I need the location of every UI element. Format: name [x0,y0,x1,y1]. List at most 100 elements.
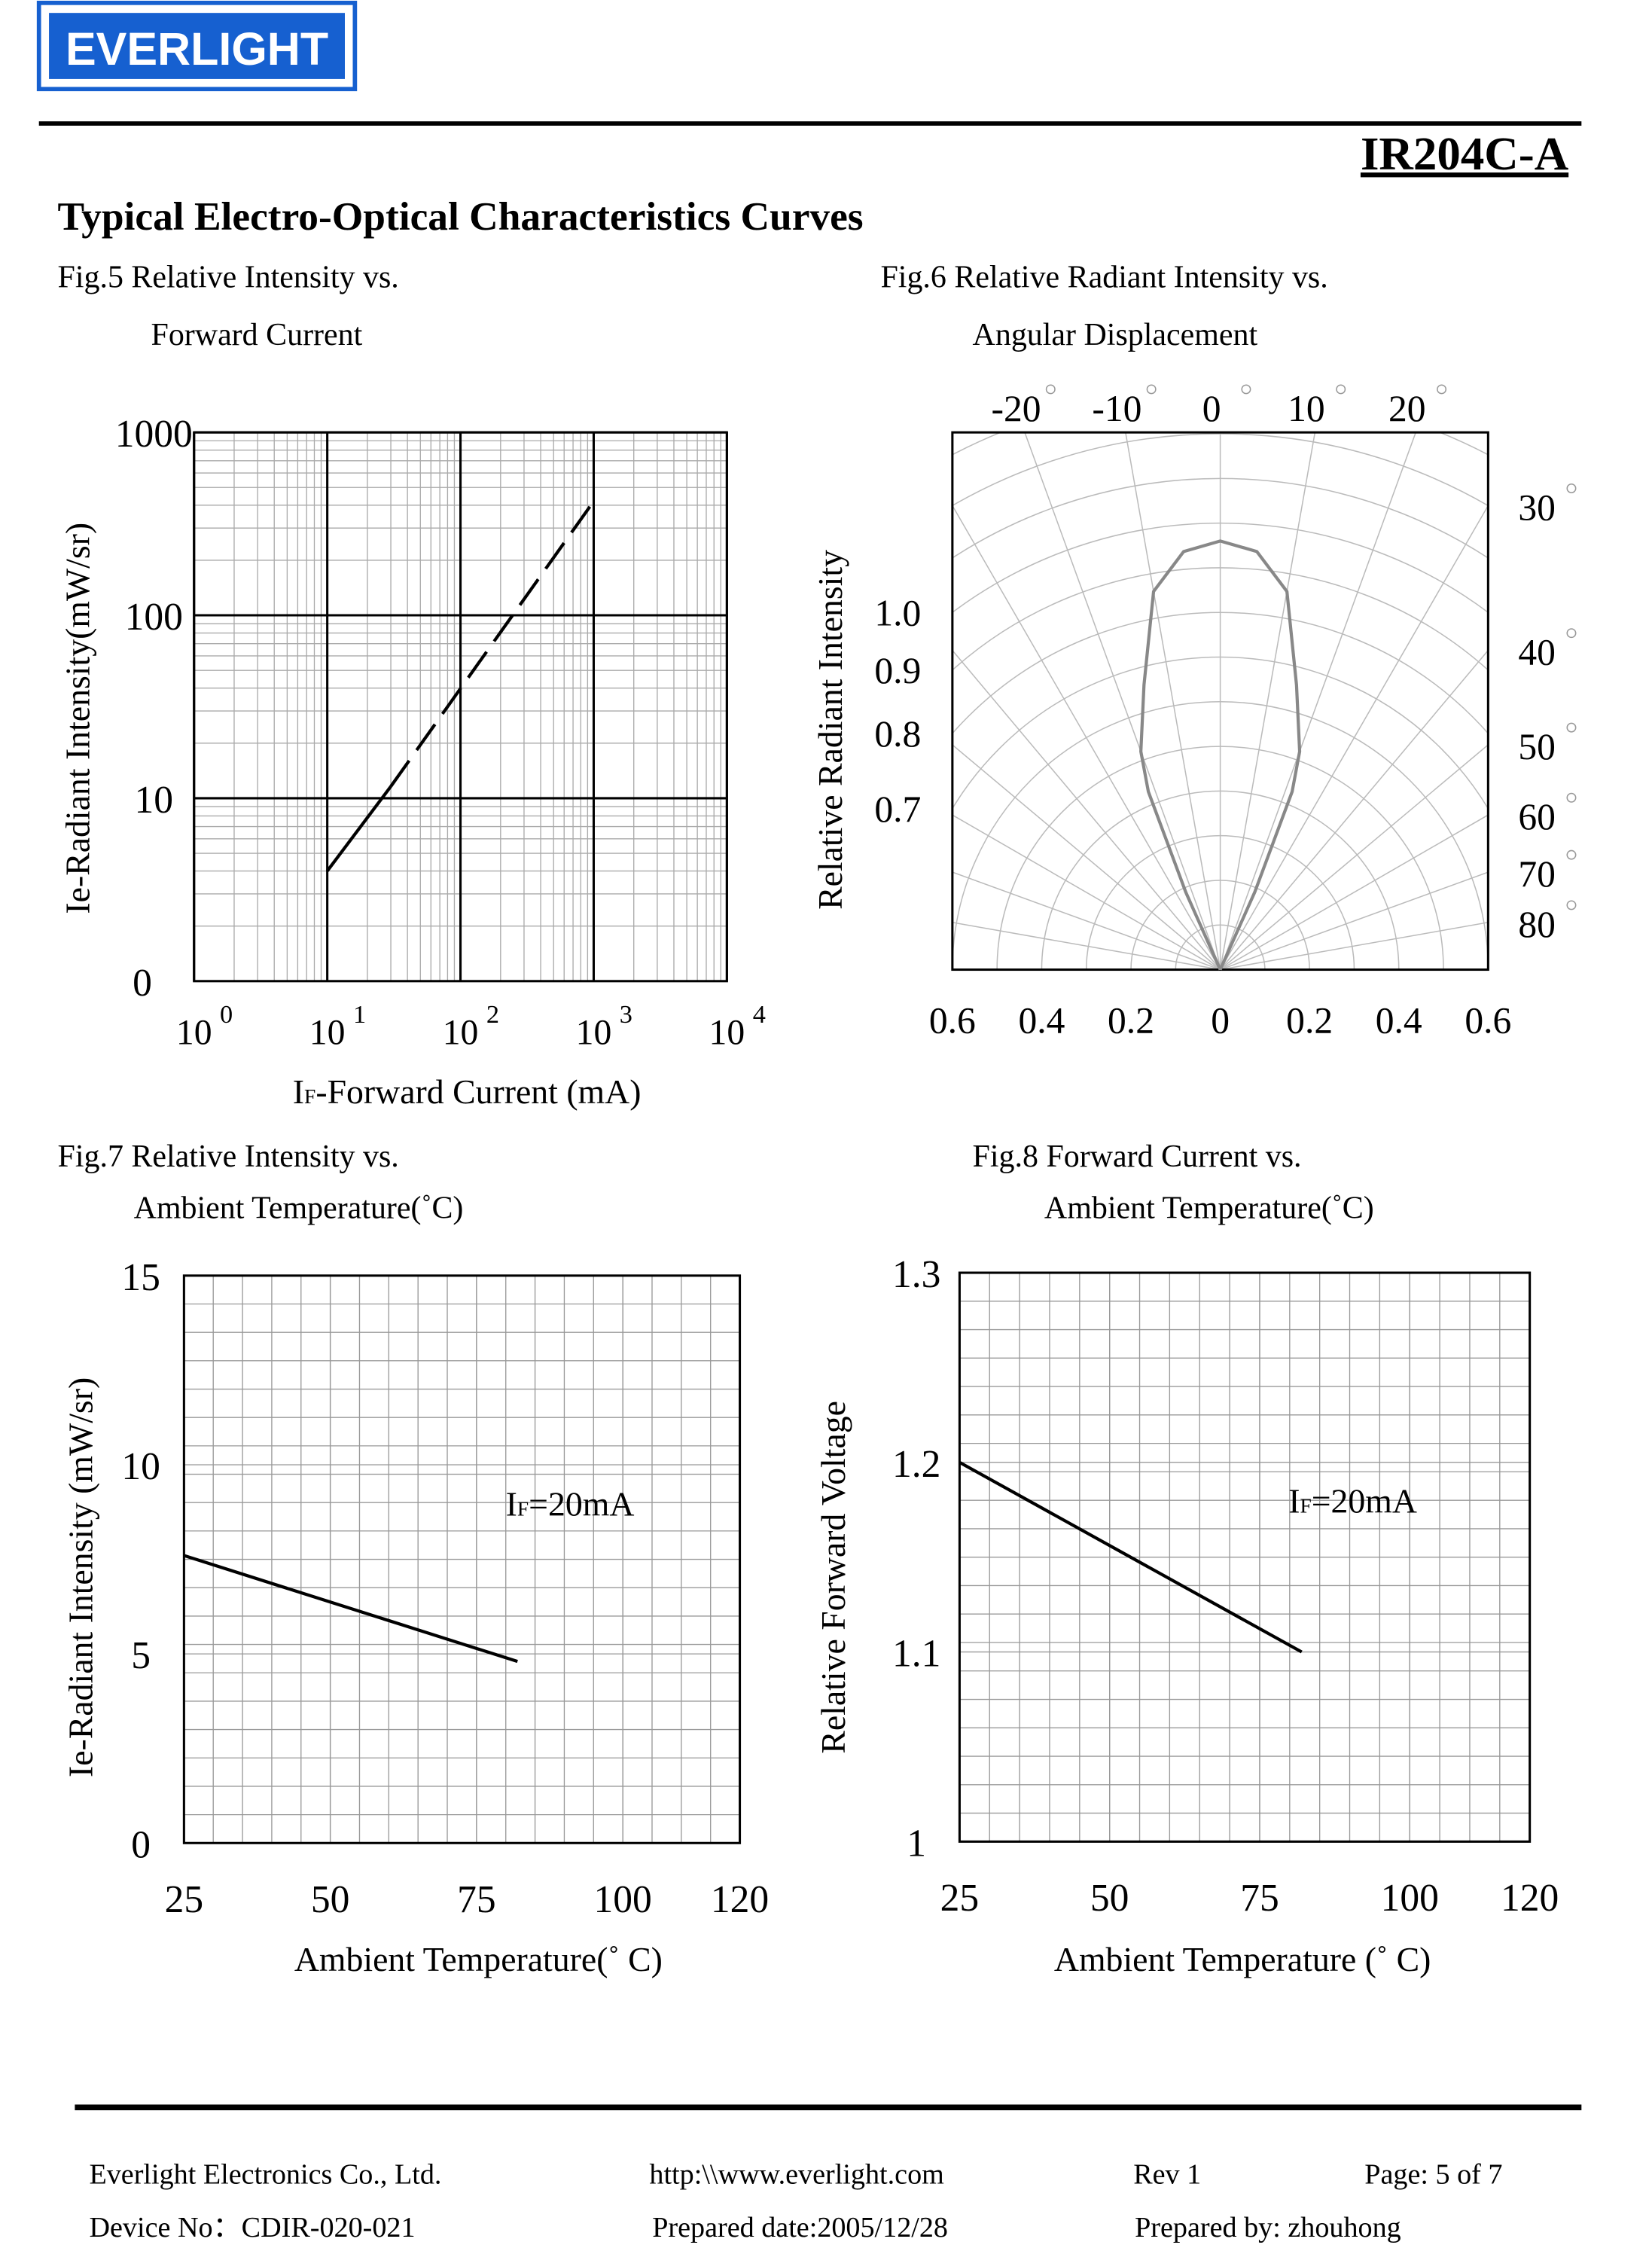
x-tick-label: 10 [709,1014,745,1053]
polar-ray [1220,871,1489,970]
angle-tick-label: -20 [991,388,1041,429]
figure-title: Fig.6 Relative Radiant Intensity vs. [880,260,1327,294]
polar-ray [1220,814,1489,970]
annotation: IF=20mA [1288,1482,1417,1520]
y-axis-title: Ie-Radiant Intensity(mW/sr) [58,523,96,914]
x-tick-label: 0.6 [929,999,976,1041]
radiation-pattern [1139,539,1302,971]
degree-symbol [1437,384,1447,395]
y-tick-label: 10 [121,1445,160,1488]
polar-grid [952,432,1489,970]
degree-symbol [1241,384,1251,395]
figure-subtitle: Ambient Temperature(˚C) [1044,1191,1374,1226]
polar-ray [952,649,1221,970]
angle-tick-label: 60 [1518,796,1556,837]
x-tick-label: 75 [457,1878,496,1921]
logo-text: EVERLIGHT [66,23,328,75]
annotation-sub: F [517,1497,529,1520]
y-tick-label: 1.1 [892,1633,940,1676]
r-tick-label: 1.0 [874,592,921,633]
figure-title: Fig.7 Relative Intensity vs. [58,1139,399,1174]
angle-tick-label: 70 [1518,853,1556,895]
x-axis-title: Ambient Temperature(˚ C) [294,1940,663,1978]
polar-ray [1220,922,1489,970]
annotation-tail: =20mA [529,1484,634,1523]
x-tick-label: 10 [576,1014,612,1053]
figure-subtitle: Angular Displacement [973,318,1258,352]
x-tick-label: 50 [1090,1877,1129,1920]
y-origin-label: 0 [133,962,152,1005]
x-tick-label: 0.4 [1018,999,1065,1041]
degree-symbol [1566,722,1577,733]
series-line [325,785,392,872]
polar-ray [952,922,1221,970]
y-axis-title: Ie-Radiant Intensity (mW/sr) [61,1377,99,1777]
angle-tick-label: 40 [1518,632,1556,673]
x-axis-title-main: Ambient Temperature(˚ C) [294,1940,663,1978]
x-axis-title-main: Ambient Temperature (˚ C) [1054,1940,1431,1978]
annotation-tail: =20mA [1312,1482,1417,1520]
degree-symbol [1146,384,1157,395]
figure-title: Fig.5 Relative Intensity vs. [58,260,399,294]
x-axis-title-main: I [293,1072,304,1111]
footer: Everlight Electronics Co., Ltd. http:\\w… [89,2158,1502,2243]
r-tick-label: 0.9 [874,650,921,691]
y-tick-label: 15 [121,1256,160,1299]
annotation-sub: F [1300,1495,1311,1517]
x-tick-label: 25 [165,1878,204,1921]
figure-title: Fig.8 Forward Current vs. [973,1139,1302,1174]
polar-ray [1220,744,1489,970]
x-tick-label: 50 [311,1878,350,1921]
degree-symbol [1566,792,1577,803]
x-tick-label: 10 [176,1014,212,1053]
series-line [389,500,596,788]
polar-ray [952,504,1221,970]
x-tick-power: 3 [620,1000,632,1029]
x-tick-label: 75 [1240,1877,1279,1920]
y-tick-label: 1 [907,1822,926,1865]
degree-symbol [1566,900,1577,910]
x-tick-power: 1 [353,1000,366,1029]
x-tick-label: 0.2 [1108,999,1154,1041]
footer-rev: Rev 1 [1133,2158,1201,2190]
footer-prepared: Prepared by: zhouhong [1135,2212,1401,2243]
polar-ray [1219,432,1316,970]
polar-ray [952,744,1221,970]
x-tick-label: 0.2 [1286,999,1333,1041]
x-tick-label: 120 [711,1878,769,1921]
degree-symbol [1566,483,1577,493]
footer-url: http:\\www.everlight.com [649,2158,944,2190]
polar-ray [1220,649,1489,970]
angle-tick-label: 0 [1202,388,1221,429]
logo-fill [49,13,345,79]
plot-frame [958,1271,1532,1843]
plot-frame [193,431,728,983]
angle-tick-label: 10 [1288,388,1325,429]
footer-date: Prepared date:2005/12/28 [652,2212,948,2243]
angle-tick-label: 20 [1388,388,1426,429]
part-number: IR204C-A [1361,127,1568,180]
y-axis-title: Relative Radiant Intensity [811,550,849,910]
x-tick-label: 0 [1211,999,1230,1041]
plot-frame [182,1274,742,1844]
angle-tick-label: 50 [1518,726,1556,767]
angle-tick-label: 30 [1518,486,1556,528]
r-tick-label: 0.8 [874,713,921,755]
y-tick-label: 1.3 [892,1253,940,1296]
x-tick-label: 0.4 [1376,999,1422,1041]
x-tick-power: 4 [753,1000,766,1029]
polar-ray [1125,432,1221,970]
x-tick-power: 2 [486,1000,499,1029]
polar-ray [952,871,1221,970]
degree-symbol [1566,628,1577,639]
y-tick-label: 100 [125,596,183,639]
footer-page: Page: 5 of 7 [1364,2158,1502,2190]
polar-ray [1219,504,1489,970]
series-line [959,1460,1303,1654]
y-tick-label: 10 [135,779,174,822]
footer-company: Everlight Electronics Co., Ltd. [89,2158,441,2190]
degree-symbol [1566,849,1577,860]
degree-symbol [1045,384,1056,395]
